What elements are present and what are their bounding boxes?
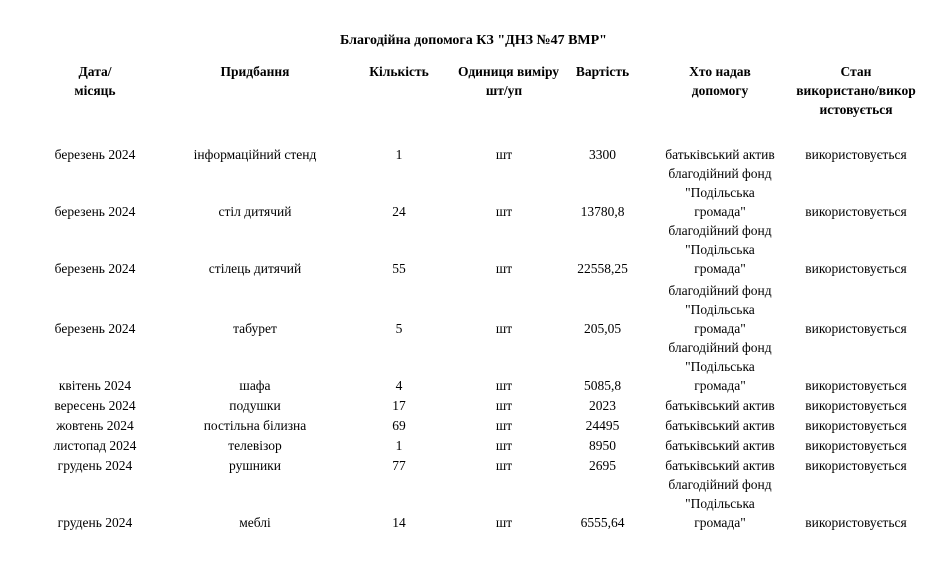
table-row: вересень 2024 подушки 17 шт 2023 батьків… xyxy=(20,395,927,415)
cell-cost: 3300 xyxy=(589,147,616,162)
cell-item: подушки xyxy=(229,398,281,413)
col-header-item: Придбання xyxy=(220,64,290,79)
cell-unit: шт xyxy=(495,378,513,393)
cell-status: використовується xyxy=(805,204,907,219)
cell-item: меблі xyxy=(239,515,271,530)
cell-item: стіл дитячий xyxy=(218,204,292,219)
cell-donor: благодійний фонд "Подільська громада" xyxy=(668,223,772,276)
col-header-status: Стан використано/викор истовується xyxy=(796,64,916,117)
cell-qty: 4 xyxy=(395,378,403,393)
cell-donor: батьківський актив xyxy=(665,438,775,453)
cell-cost: 205,05 xyxy=(583,321,622,336)
cell-date: грудень 2024 xyxy=(57,458,133,473)
cell-qty: 1 xyxy=(395,147,403,162)
cell-cost: 8950 xyxy=(589,438,616,453)
cell-status: використовується xyxy=(805,438,907,453)
table-row: березень 2024 табурет 5 шт 205,05 благод… xyxy=(20,278,927,338)
col-header-unit: Одиниця виміру шт/уп xyxy=(458,64,560,98)
cell-date: березень 2024 xyxy=(54,147,136,162)
cell-qty: 1 xyxy=(395,438,403,453)
cell-cost: 2023 xyxy=(589,398,616,413)
cell-item: табурет xyxy=(233,321,277,336)
cell-status: використовується xyxy=(805,458,907,473)
cell-date: березень 2024 xyxy=(54,261,136,276)
cell-cost: 22558,25 xyxy=(577,261,628,276)
cell-cost: 24495 xyxy=(585,418,620,433)
cell-date: квітень 2024 xyxy=(58,378,132,393)
cell-status: використовується xyxy=(805,261,907,276)
cell-donor: батьківський актив xyxy=(665,147,775,162)
cell-donor: батьківський актив xyxy=(665,418,775,433)
cell-unit: шт xyxy=(495,458,513,473)
cell-cost: 5085,8 xyxy=(583,378,622,393)
cell-unit: шт xyxy=(495,321,513,336)
table-row: жовтень 2024 постільна білизна 69 шт 244… xyxy=(20,415,927,435)
cell-status: використовується xyxy=(805,321,907,336)
table-header-row: Дата/ місяць Придбання Кількість Одиниця… xyxy=(20,62,927,120)
cell-item: рушники xyxy=(229,458,281,473)
cell-qty: 17 xyxy=(392,398,406,413)
cell-item: стілець дитячий xyxy=(208,261,302,276)
cell-unit: шт xyxy=(495,147,513,162)
table-row: грудень 2024 меблі 14 шт 6555,64 благоді… xyxy=(20,475,927,532)
table-row: грудень 2024 рушники 77 шт 2695 батьківс… xyxy=(20,455,927,475)
table-row: листопад 2024 телевізор 1 шт 8950 батькі… xyxy=(20,435,927,455)
document-title: Благодійна допомога КЗ "ДНЗ №47 ВМР" xyxy=(340,33,607,48)
cell-date: жовтень 2024 xyxy=(56,418,134,433)
cell-donor: благодійний фонд "Подільська громада" xyxy=(668,477,772,530)
cell-cost: 2695 xyxy=(589,458,616,473)
cell-unit: шт xyxy=(495,515,513,530)
cell-unit: шт xyxy=(495,398,513,413)
cell-status: використовується xyxy=(805,147,907,162)
cell-qty: 77 xyxy=(392,458,406,473)
cell-qty: 14 xyxy=(392,515,406,530)
cell-donor: благодійний фонд "Подільська громада" xyxy=(668,340,772,393)
cell-donor: батьківський актив xyxy=(665,398,775,413)
cell-unit: шт xyxy=(495,261,513,276)
cell-date: грудень 2024 xyxy=(57,515,133,530)
col-header-date: Дата/ місяць xyxy=(74,64,116,98)
cell-status: використовується xyxy=(805,418,907,433)
col-header-donor: Хто надав допомогу xyxy=(689,64,751,98)
cell-item: інформаційний стенд xyxy=(193,147,317,162)
cell-date: листопад 2024 xyxy=(53,438,137,453)
cell-date: вересень 2024 xyxy=(54,398,136,413)
table-row: квітень 2024 шафа 4 шт 5085,8 благодійни… xyxy=(20,338,927,395)
cell-status: використовується xyxy=(805,398,907,413)
cell-item: постільна білизна xyxy=(203,418,307,433)
col-header-qty: Кількість xyxy=(369,64,429,79)
cell-donor: батьківський актив xyxy=(665,458,775,473)
table-row: березень 2024 інформаційний стенд 1 шт 3… xyxy=(20,120,927,164)
cell-unit: шт xyxy=(495,204,513,219)
cell-status: використовується xyxy=(805,378,907,393)
cell-qty: 69 xyxy=(392,418,406,433)
cell-item: телевізор xyxy=(228,438,282,453)
cell-status: використовується xyxy=(805,515,907,530)
cell-donor: благодійний фонд "Подільська громада" xyxy=(668,166,772,219)
cell-cost: 13780,8 xyxy=(580,204,625,219)
table-row: березень 2024 стіл дитячий 24 шт 13780,8… xyxy=(20,164,927,221)
cell-qty: 55 xyxy=(392,261,406,276)
cell-date: березень 2024 xyxy=(54,204,136,219)
cell-qty: 5 xyxy=(395,321,403,336)
donations-table: Дата/ місяць Придбання Кількість Одиниця… xyxy=(20,62,927,532)
cell-donor: благодійний фонд "Подільська громада" xyxy=(668,283,772,336)
table-row: березень 2024 стілець дитячий 55 шт 2255… xyxy=(20,221,927,278)
cell-unit: шт xyxy=(495,418,513,433)
cell-qty: 24 xyxy=(392,204,406,219)
cell-cost: 6555,64 xyxy=(580,515,625,530)
cell-date: березень 2024 xyxy=(54,321,136,336)
cell-unit: шт xyxy=(495,438,513,453)
cell-item: шафа xyxy=(239,378,271,393)
col-header-cost: Вартість xyxy=(575,64,630,79)
